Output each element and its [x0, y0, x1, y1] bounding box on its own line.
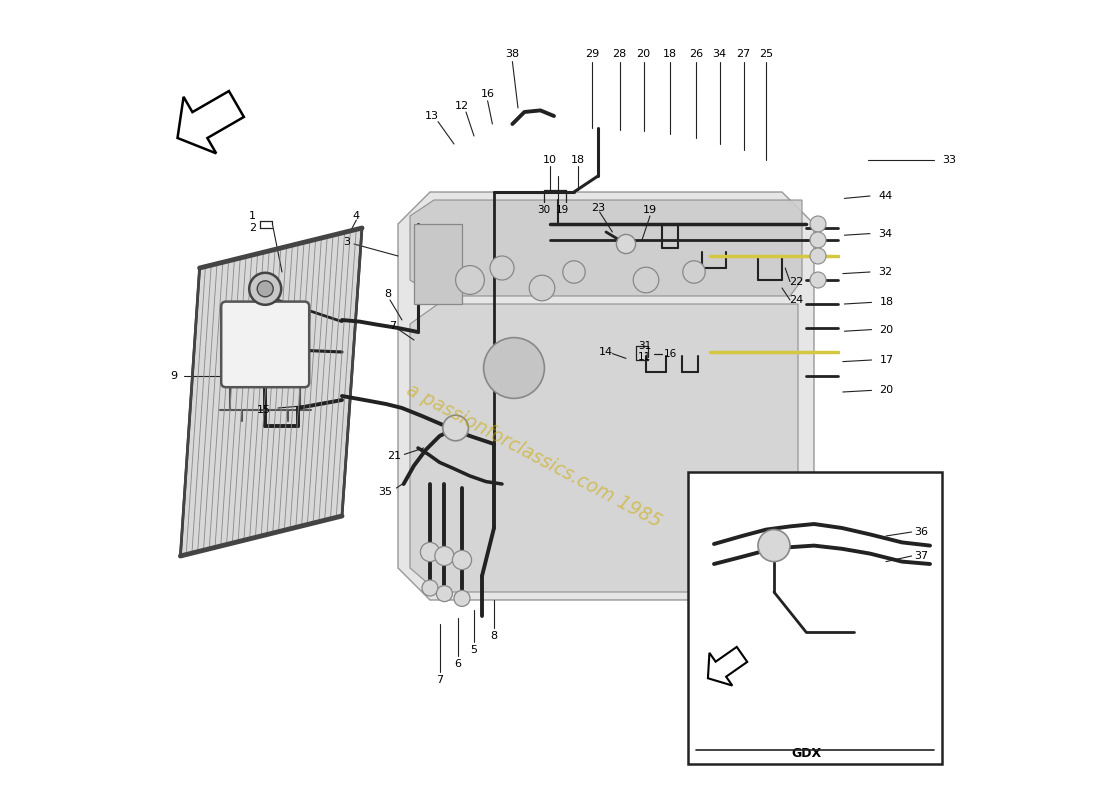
Circle shape [454, 590, 470, 606]
Circle shape [257, 281, 273, 297]
Text: 18: 18 [663, 50, 678, 59]
Polygon shape [398, 192, 814, 600]
Text: 1: 1 [249, 211, 256, 221]
Text: 19: 19 [642, 205, 657, 214]
Text: 7: 7 [436, 675, 443, 685]
Text: 3: 3 [343, 237, 350, 246]
Text: GDX: GDX [791, 747, 821, 760]
Polygon shape [414, 224, 462, 304]
Circle shape [810, 248, 826, 264]
Circle shape [634, 267, 659, 293]
Circle shape [810, 216, 826, 232]
Text: 5: 5 [471, 645, 477, 654]
Text: 11: 11 [638, 352, 651, 362]
Polygon shape [708, 647, 747, 686]
Text: 29: 29 [585, 50, 600, 59]
Text: 13: 13 [425, 111, 439, 121]
Circle shape [563, 261, 585, 283]
Text: 24: 24 [790, 295, 803, 305]
Circle shape [455, 266, 484, 294]
Circle shape [452, 550, 472, 570]
Text: 12: 12 [455, 101, 469, 110]
Text: 34: 34 [878, 229, 892, 238]
Text: 22: 22 [790, 277, 803, 286]
Text: 36: 36 [914, 527, 928, 537]
Text: 20: 20 [880, 386, 893, 395]
Text: 28: 28 [613, 50, 627, 59]
Circle shape [420, 542, 440, 562]
Text: 7: 7 [388, 322, 396, 331]
Text: 34: 34 [713, 50, 727, 59]
Text: 31: 31 [638, 341, 651, 350]
Circle shape [246, 380, 350, 484]
Text: 8: 8 [491, 631, 497, 641]
Polygon shape [410, 200, 802, 296]
Circle shape [484, 338, 544, 398]
Text: 18: 18 [571, 155, 585, 165]
Text: 26: 26 [690, 50, 704, 59]
Text: 32: 32 [878, 267, 892, 277]
Polygon shape [177, 91, 244, 154]
Circle shape [434, 546, 454, 566]
Circle shape [616, 234, 636, 254]
Text: 17: 17 [880, 355, 893, 365]
Text: 33: 33 [942, 155, 956, 165]
Text: 20: 20 [880, 325, 893, 334]
Text: 44: 44 [878, 191, 892, 201]
Text: 8: 8 [384, 290, 392, 299]
Text: 14: 14 [598, 347, 613, 357]
Text: 30: 30 [537, 205, 550, 214]
Text: 35: 35 [378, 487, 393, 497]
Text: 9: 9 [170, 371, 177, 381]
Circle shape [443, 415, 469, 441]
Circle shape [683, 261, 705, 283]
Text: 18: 18 [880, 298, 893, 307]
Text: 16: 16 [481, 90, 495, 99]
Polygon shape [410, 304, 798, 592]
Circle shape [529, 275, 554, 301]
Circle shape [490, 256, 514, 280]
FancyBboxPatch shape [688, 472, 942, 764]
Circle shape [250, 273, 282, 305]
Circle shape [437, 586, 452, 602]
Text: 20: 20 [637, 50, 651, 59]
Text: 10: 10 [543, 155, 557, 165]
Polygon shape [180, 228, 362, 556]
Text: 23: 23 [591, 203, 605, 213]
Text: a passionforclassics.com 1985: a passionforclassics.com 1985 [404, 381, 664, 531]
Text: 4: 4 [353, 211, 360, 221]
Text: 27: 27 [737, 50, 750, 59]
Text: 16: 16 [663, 349, 676, 358]
Text: 2: 2 [249, 223, 256, 233]
Text: 25: 25 [759, 50, 773, 59]
Text: 15: 15 [256, 405, 271, 414]
Circle shape [810, 232, 826, 248]
Circle shape [758, 530, 790, 562]
FancyBboxPatch shape [221, 302, 309, 387]
Circle shape [810, 272, 826, 288]
Text: 37: 37 [914, 551, 928, 561]
Text: 6: 6 [454, 659, 462, 669]
Circle shape [422, 580, 438, 596]
Text: 21: 21 [387, 451, 402, 461]
Text: 38: 38 [505, 50, 519, 59]
Text: 19: 19 [557, 205, 570, 214]
